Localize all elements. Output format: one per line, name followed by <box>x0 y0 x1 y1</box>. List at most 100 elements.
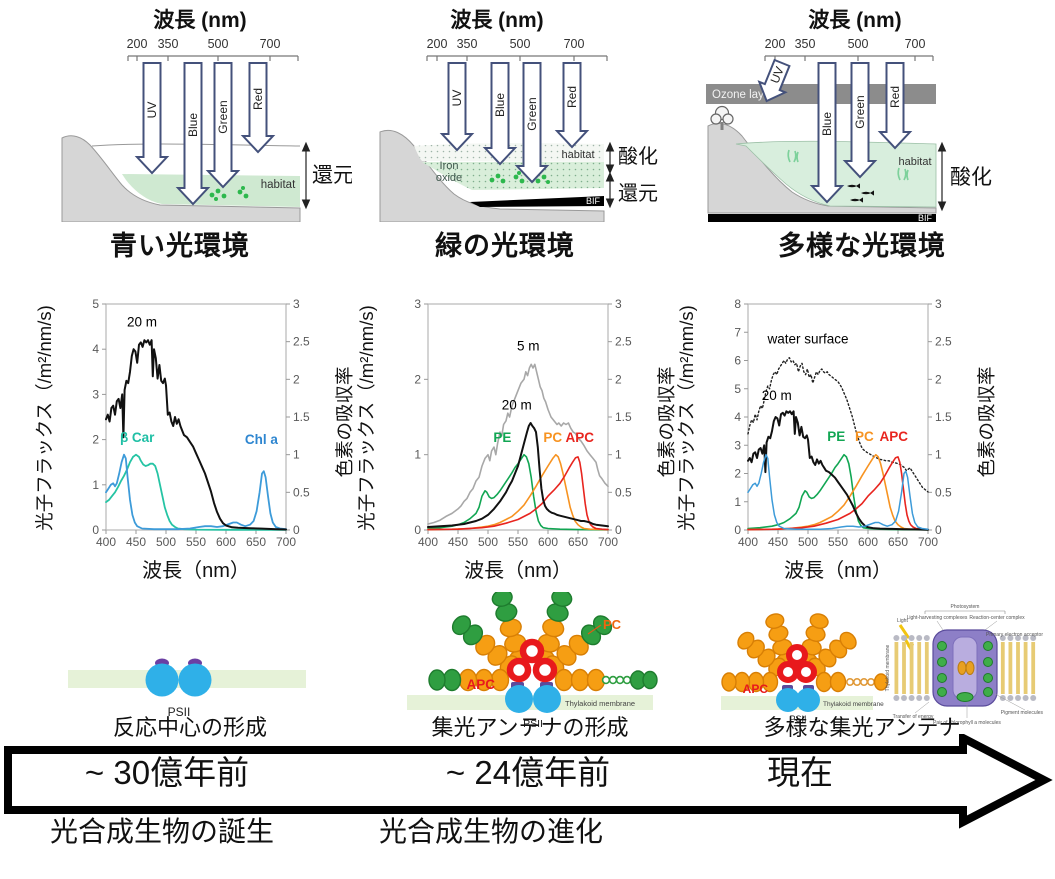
x-tick-label: 450 <box>448 535 468 549</box>
svg-text:700: 700 <box>905 37 926 51</box>
light-arrows <box>439 62 590 184</box>
panel-green-light-environment: 波長 (nm) 200 350 500 700 Iron ox <box>352 0 704 262</box>
x-tick-label: 650 <box>888 535 908 549</box>
series-5-m <box>427 363 609 525</box>
psii-core <box>145 663 179 697</box>
psii-label: PSII <box>523 718 543 730</box>
lipid-bilayer-right <box>999 634 1037 702</box>
y-left-tick-label: 0 <box>734 523 741 537</box>
depth-dimension-arrow <box>301 141 311 210</box>
thylakoid-membrane-label: Thylakoid membrane <box>565 699 635 708</box>
y-left-tick-label: 2 <box>92 433 99 447</box>
svg-text:UV: UV <box>768 65 787 86</box>
lhc-label: Light-harvesting complexes <box>907 615 968 621</box>
chart-block-blue-era: 光子フラックス（/m²/nm/s) 400 450 500 550 600 650 700 0… <box>30 290 362 595</box>
series-20-m <box>747 410 929 531</box>
y-right-tick-label: 0 <box>293 523 300 537</box>
x-tick-label: 400 <box>96 535 116 549</box>
footnote-birth-of-photosynthesis: 光合成生物の誕生 <box>49 816 274 847</box>
svg-text:Blue: Blue <box>493 93 507 117</box>
x-tick-label: 500 <box>156 535 176 549</box>
y-left-tick-label: 7 <box>734 325 741 339</box>
arrow-labels: Blue Green Red <box>820 86 902 136</box>
chart-annotation: APC <box>880 429 909 444</box>
y-right-tick-label: 3 <box>293 297 300 311</box>
svg-text:350: 350 <box>795 37 816 51</box>
y-right-tick-label: 2 <box>293 372 300 386</box>
era-present: 現在 <box>767 754 833 791</box>
x-tick-label: 500 <box>478 535 498 549</box>
apc-label: APC <box>466 677 495 692</box>
caption-diverse-antenna: 多様な集光アンテナ <box>763 715 961 740</box>
phycobilisome-orange: APC Thylakoid membrane PSII <box>721 611 889 724</box>
microbe-dots <box>489 171 550 184</box>
svg-text:UV: UV <box>145 102 159 119</box>
x-tick-label: 450 <box>126 535 146 549</box>
svg-text:Red: Red <box>565 86 579 108</box>
apc-core-disc <box>519 638 545 664</box>
pea-label: Primary electron acceptor <box>986 632 1043 638</box>
y-left-tick-label: 4 <box>734 410 741 424</box>
spectrum-chart-blue-era: 400 450 500 550 600 650 70001234500.511.522.53… <box>92 297 310 549</box>
pc-leader-line <box>587 624 602 635</box>
wavelength-ruler <box>764 55 934 61</box>
x-tick-label: 650 <box>568 535 588 549</box>
transfer-label: Transfer of energy <box>893 714 934 720</box>
pigment-molecules <box>937 641 993 702</box>
series-PE <box>747 453 929 531</box>
series-β-Car <box>105 453 287 531</box>
y-right-tick-label: 2 <box>615 372 622 386</box>
series-APC <box>747 456 929 531</box>
svg-text:500: 500 <box>510 37 531 51</box>
svg-text:Blue: Blue <box>186 113 200 137</box>
chl-pair-label: Pair of chlorophyll a molecules <box>933 720 1001 726</box>
wavelength-axis-label: 波長（nm） <box>784 560 892 582</box>
svg-text:Green: Green <box>216 100 230 133</box>
apc-core-disc <box>506 657 532 683</box>
land <box>707 122 937 214</box>
lipid-bilayer-left <box>893 634 931 702</box>
red-arrow <box>240 62 276 154</box>
blue-arrow <box>482 62 518 166</box>
land <box>379 129 605 222</box>
series-20-m <box>105 339 287 531</box>
x-tick-label: 550 <box>186 535 206 549</box>
svg-text:700: 700 <box>260 37 281 51</box>
chart-annotation: 20 m <box>502 398 532 413</box>
uv-deflected-arrow: UV <box>757 58 791 103</box>
x-tick-label: 700 <box>918 535 938 549</box>
y-left-tick-label: 4 <box>92 342 99 356</box>
apc-core-disc <box>795 661 817 683</box>
pigment-label: Pigment molecules <box>1001 710 1044 716</box>
oxidation-label: 酸化 <box>950 166 992 189</box>
y-right-tick-label: 1.5 <box>293 410 310 424</box>
y-right-tick-label: 0 <box>615 523 622 537</box>
chart-annotation: PE <box>827 429 845 444</box>
panel-caption-diverse: 多様な光環境 <box>778 231 946 261</box>
habitat-label: habitat <box>261 179 296 191</box>
chart-annotation: PC <box>855 429 874 444</box>
phycobilisome-diagram: PC APC Thylakoid membrane PSII <box>407 592 658 730</box>
habitat-label: habitat <box>898 156 931 168</box>
y-right-tick-label: 1.5 <box>615 410 632 424</box>
spectrum-chart-green-era: 400 450 500 550 600 650 700012300.511.522.535 … <box>414 297 632 549</box>
microbe-dots <box>209 186 249 201</box>
caption-reaction-center: 反応中心の形成 <box>112 715 267 740</box>
svg-text:200: 200 <box>127 37 148 51</box>
svg-text:Green: Green <box>853 95 867 128</box>
x-tick-label: 550 <box>828 535 848 549</box>
svg-text:500: 500 <box>848 37 869 51</box>
reduction-dimension-arrow <box>605 171 615 209</box>
flux-axis-label: 光子フラックス（/m²/nm/s) <box>356 305 377 531</box>
y-right-tick-label: 1 <box>615 448 622 462</box>
chart-annotation: 20 m <box>762 388 792 403</box>
oxidation-dimension-arrow <box>605 141 615 175</box>
y-left-tick-label: 1 <box>734 495 741 509</box>
y-right-tick-label: 1 <box>293 448 300 462</box>
photosystem-textbook-diagram: Photosystem Light Light-harvesting compl… <box>885 604 1043 726</box>
y-left-tick-label: 5 <box>734 382 741 396</box>
chlorophyll-pair <box>957 661 967 675</box>
y-left-tick-label: 0 <box>414 523 421 537</box>
psii-reaction-center-diagram: PSII <box>68 658 306 719</box>
